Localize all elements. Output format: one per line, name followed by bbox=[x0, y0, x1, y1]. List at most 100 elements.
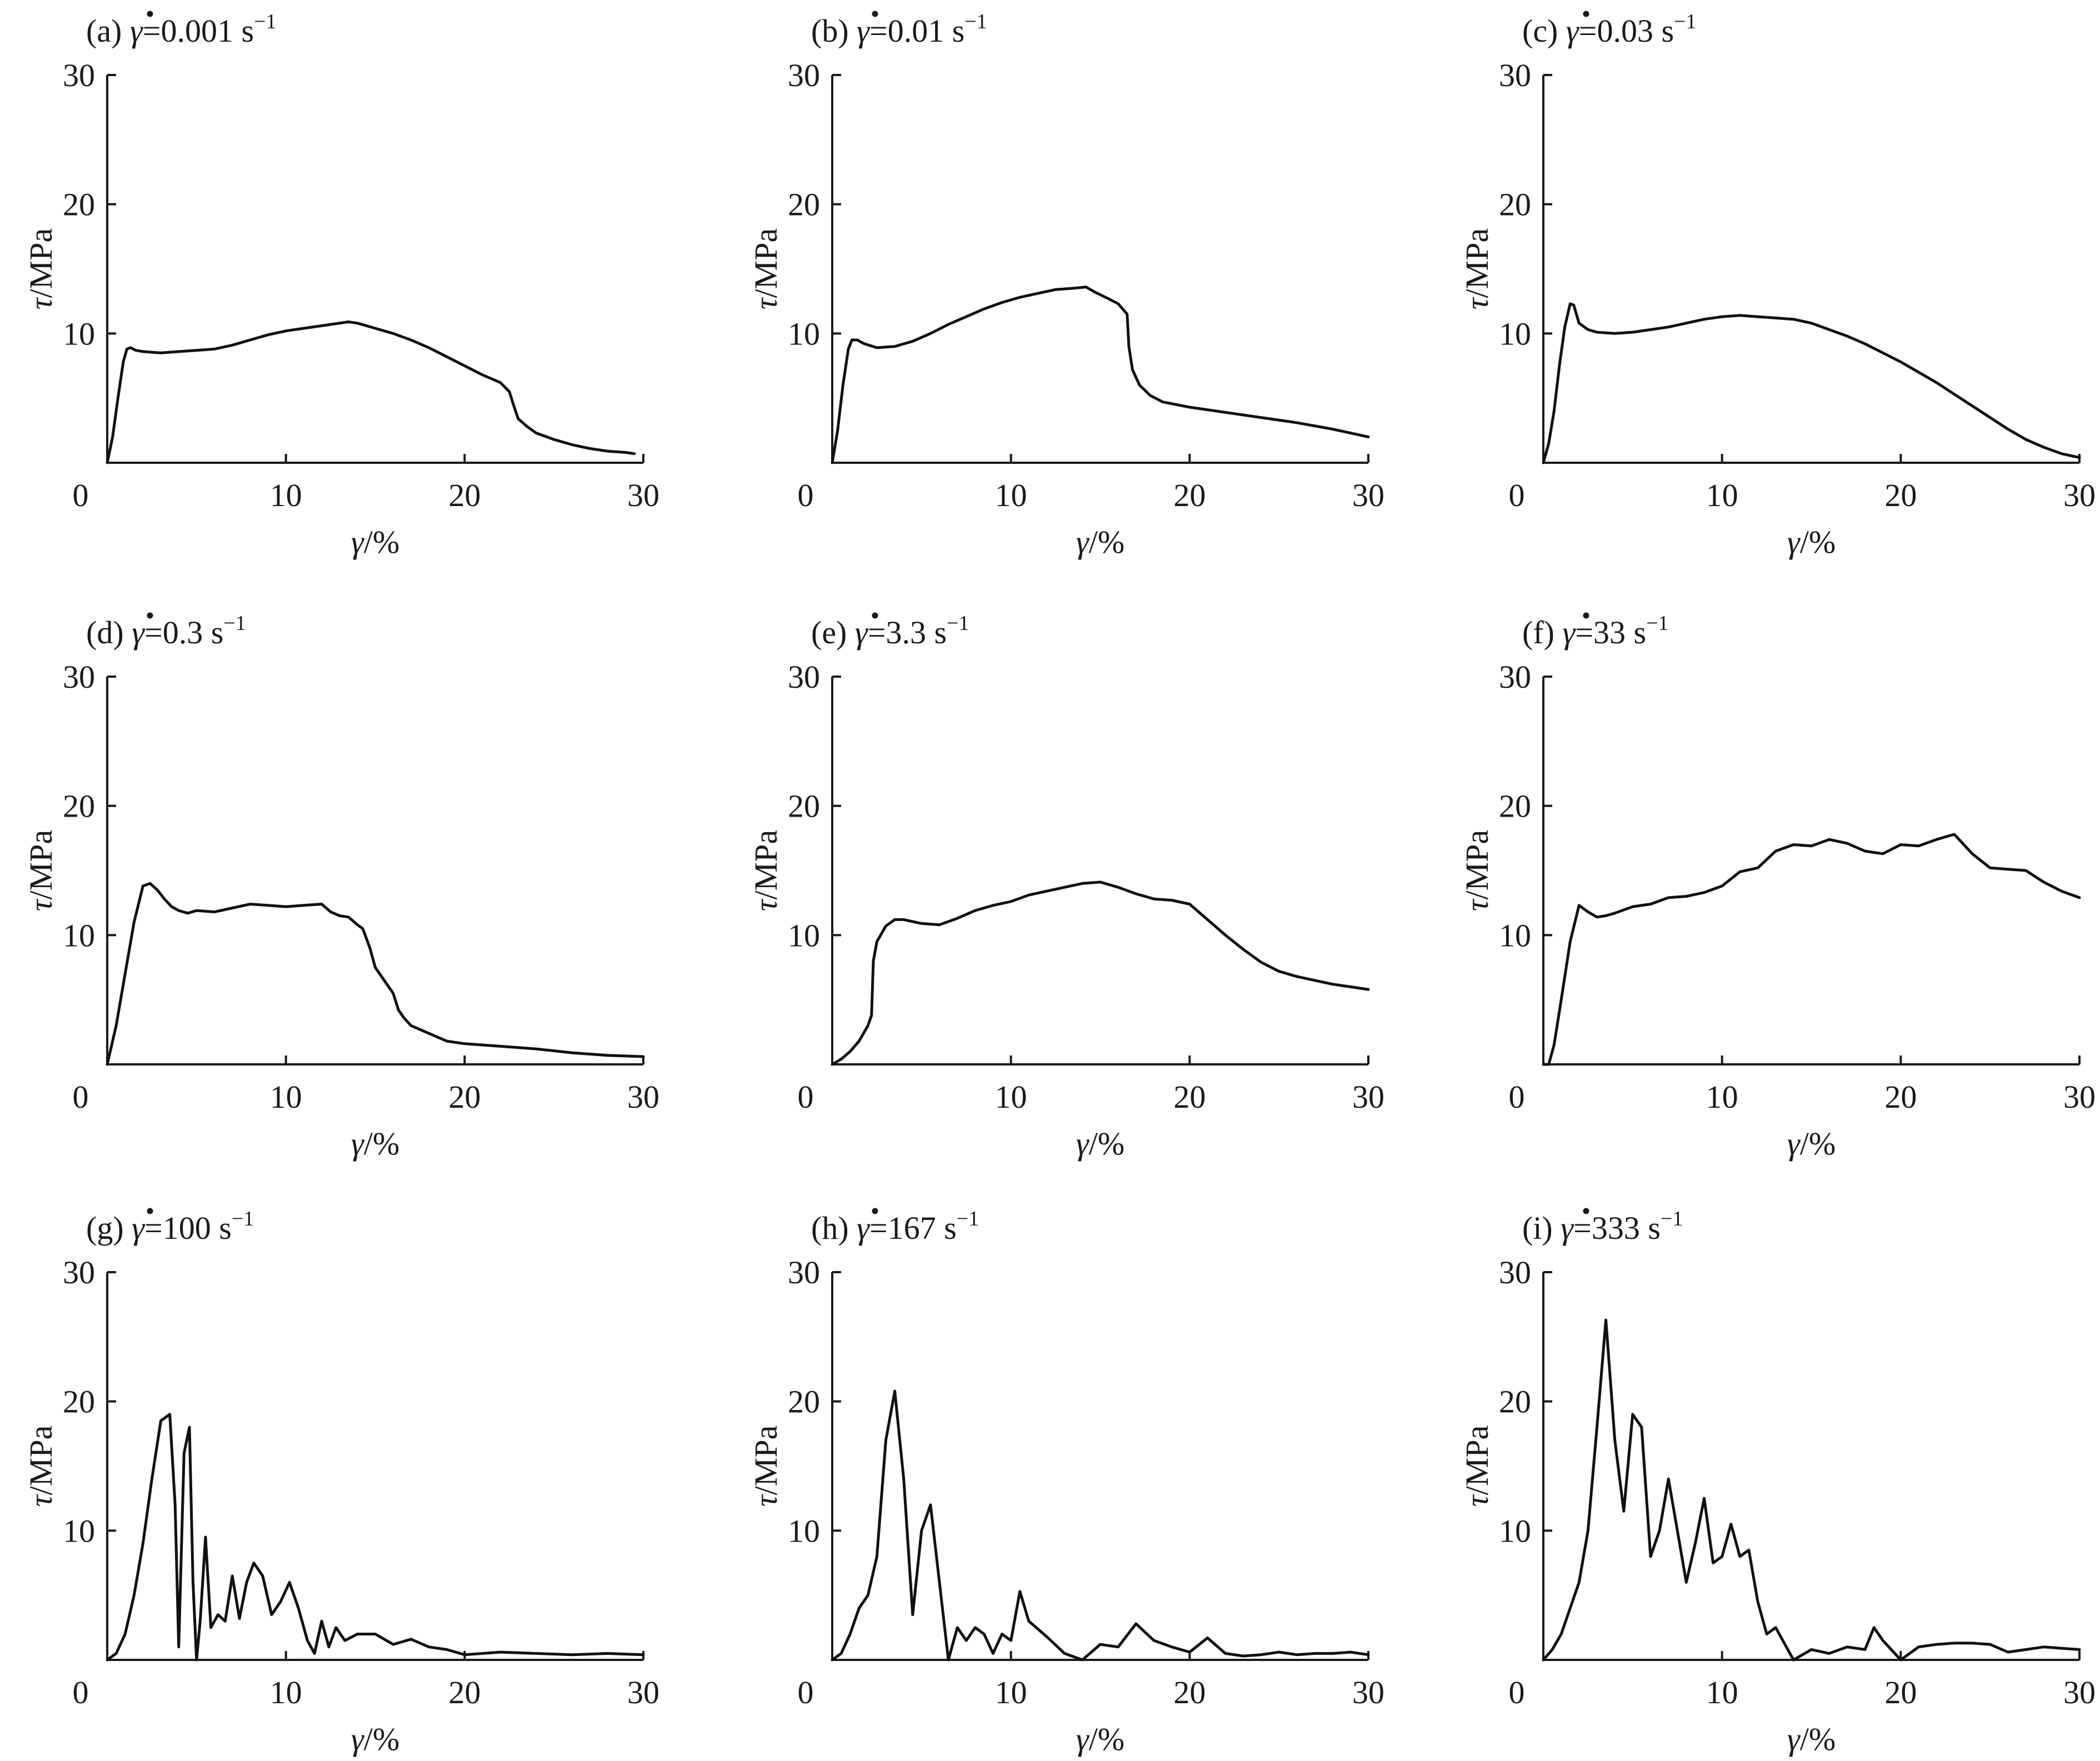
x-tick-label: 0 bbox=[1509, 477, 1525, 513]
x-tick-label: 30 bbox=[2063, 477, 2096, 513]
panel-f-axes bbox=[1542, 677, 2079, 1065]
panel-c: 0 10 20 30 10 20 30 γ/% τ/MPa (c) γ=0.03 s−1 bbox=[1459, 10, 2096, 560]
y-tick-label: 20 bbox=[63, 788, 95, 824]
panel-label: (g) bbox=[86, 1210, 132, 1246]
rate-symbol: γ bbox=[1566, 13, 1580, 49]
panel-label: (h) bbox=[811, 1210, 857, 1246]
x-tick-label: 0 bbox=[798, 1079, 814, 1115]
y-tick-label: 20 bbox=[788, 788, 820, 824]
x-tick-label: 20 bbox=[1884, 1674, 1917, 1710]
rate-symbol: γ bbox=[1561, 1210, 1574, 1246]
rate-symbol: γ bbox=[132, 1210, 146, 1246]
rate-value: =0.3 s bbox=[144, 614, 223, 651]
series-line-a bbox=[106, 320, 636, 464]
x-tick-label: 30 bbox=[627, 477, 659, 513]
series-line-g bbox=[106, 1413, 645, 1662]
rate-dot-mark bbox=[147, 11, 153, 17]
x-tick-label: 20 bbox=[448, 477, 481, 513]
x-tick-label: 20 bbox=[1884, 477, 1917, 513]
x-axis-label: γ/% bbox=[1076, 1721, 1124, 1757]
rate-exponent: −1 bbox=[232, 1207, 254, 1230]
rate-dot-mark bbox=[1583, 1208, 1589, 1214]
series-line-i bbox=[1542, 1318, 2081, 1662]
rate-exponent: −1 bbox=[1661, 1207, 1683, 1230]
y-axis-label: τ/MPa bbox=[1459, 1425, 1495, 1507]
y-tick-label: 30 bbox=[1499, 1254, 1531, 1290]
panel-label: (a) bbox=[86, 13, 130, 49]
x-tick-label: 30 bbox=[627, 1674, 659, 1710]
series-line-d bbox=[106, 882, 645, 1066]
rate-symbol: γ bbox=[130, 13, 144, 49]
panel-title: (h) γ=167 s−1 bbox=[811, 1207, 979, 1246]
series-line-e bbox=[831, 880, 1370, 1066]
rate-value: =333 s bbox=[1573, 1210, 1661, 1246]
x-tick-label: 10 bbox=[1706, 1674, 1738, 1710]
x-tick-label: 30 bbox=[1352, 477, 1384, 513]
panel-label: (c) bbox=[1522, 13, 1566, 49]
y-tick-label: 10 bbox=[788, 316, 820, 352]
panel-label: (d) bbox=[86, 614, 132, 651]
x-tick-label: 10 bbox=[270, 1079, 302, 1115]
rate-symbol: γ bbox=[855, 614, 869, 651]
panel-title: (d) γ=0.3 s−1 bbox=[86, 612, 246, 651]
y-tick-label: 30 bbox=[1499, 659, 1531, 695]
panel-c-axes bbox=[1542, 75, 2079, 464]
rate-symbol: γ bbox=[132, 614, 146, 651]
x-tick-label: 20 bbox=[1173, 1079, 1206, 1115]
y-tick-label: 30 bbox=[63, 659, 95, 695]
x-tick-label: 0 bbox=[798, 1674, 814, 1710]
x-tick-label: 30 bbox=[1352, 1079, 1384, 1115]
rate-dot-mark bbox=[1583, 612, 1589, 619]
x-tick-label: 20 bbox=[1884, 1079, 1917, 1115]
rate-exponent: −1 bbox=[964, 10, 987, 33]
y-tick-label: 10 bbox=[788, 917, 820, 953]
panel-title: (e) γ=3.3 s−1 bbox=[811, 612, 969, 651]
x-axis-label: γ/% bbox=[351, 524, 399, 560]
panel-b: 0 10 20 30 10 20 30 γ/% τ/MPa (b) γ=0.01 s−1 bbox=[748, 10, 1384, 560]
y-tick-label: 30 bbox=[788, 659, 820, 695]
panel-d-axes bbox=[106, 677, 643, 1065]
panel-i-axes bbox=[1542, 1272, 2079, 1661]
series-line-b bbox=[831, 286, 1370, 464]
x-tick-label: 10 bbox=[995, 1674, 1027, 1710]
rate-value: =0.03 s bbox=[1579, 13, 1674, 49]
y-axis-label: τ/MPa bbox=[1459, 228, 1495, 309]
y-tick-label: 10 bbox=[63, 917, 95, 953]
rate-symbol: γ bbox=[857, 1210, 871, 1246]
panel-label: (f) bbox=[1522, 614, 1562, 651]
x-axis-label: γ/% bbox=[351, 1125, 399, 1162]
rate-exponent: −1 bbox=[947, 612, 969, 635]
x-tick-label: 0 bbox=[1509, 1079, 1525, 1115]
rate-exponent: −1 bbox=[1674, 10, 1696, 33]
rate-value: =33 s bbox=[1575, 614, 1646, 651]
panel-h: 0 10 20 30 10 20 30 γ/% τ/MPa (h) γ=167 s−1 bbox=[748, 1207, 1384, 1757]
y-axis-label: τ/MPa bbox=[748, 1425, 784, 1507]
panel-title: (f) γ=33 s−1 bbox=[1522, 612, 1669, 651]
x-tick-label: 10 bbox=[995, 477, 1027, 513]
rate-exponent: −1 bbox=[957, 1207, 979, 1230]
x-tick-label: 0 bbox=[73, 1674, 89, 1710]
panel-a: 0 10 20 30 10 20 30 γ/% τ/MPa (a) γ=0.001 s−1 bbox=[23, 10, 659, 560]
x-tick-label: 30 bbox=[2063, 1674, 2096, 1710]
rate-value: =100 s bbox=[144, 1210, 232, 1246]
x-tick-label: 20 bbox=[1173, 477, 1206, 513]
panel-i: 0 10 20 30 10 20 30 γ/% τ/MPa (i) γ=333 s−1 bbox=[1459, 1207, 2096, 1757]
rate-dot-mark bbox=[147, 612, 153, 619]
x-tick-label: 30 bbox=[627, 1079, 659, 1115]
rate-dot-mark bbox=[872, 11, 878, 17]
y-tick-label: 20 bbox=[1499, 788, 1531, 824]
y-tick-label: 20 bbox=[788, 1384, 820, 1420]
panel-g: 0 10 20 30 10 20 30 γ/% τ/MPa (g) γ=100 s−1 bbox=[23, 1207, 659, 1757]
panel-title: (b) γ=0.01 s−1 bbox=[811, 10, 987, 49]
panel-label: (i) bbox=[1522, 1210, 1561, 1246]
y-tick-label: 20 bbox=[1499, 187, 1531, 223]
y-axis-label: τ/MPa bbox=[748, 228, 784, 309]
panel-b-axes bbox=[831, 75, 1368, 464]
x-tick-label: 30 bbox=[2063, 1079, 2096, 1115]
y-tick-label: 10 bbox=[1499, 917, 1531, 953]
y-tick-label: 30 bbox=[788, 57, 820, 93]
panel-g-axes bbox=[106, 1272, 643, 1661]
y-axis-label: τ/MPa bbox=[23, 1425, 59, 1507]
x-tick-label: 10 bbox=[270, 1674, 302, 1710]
